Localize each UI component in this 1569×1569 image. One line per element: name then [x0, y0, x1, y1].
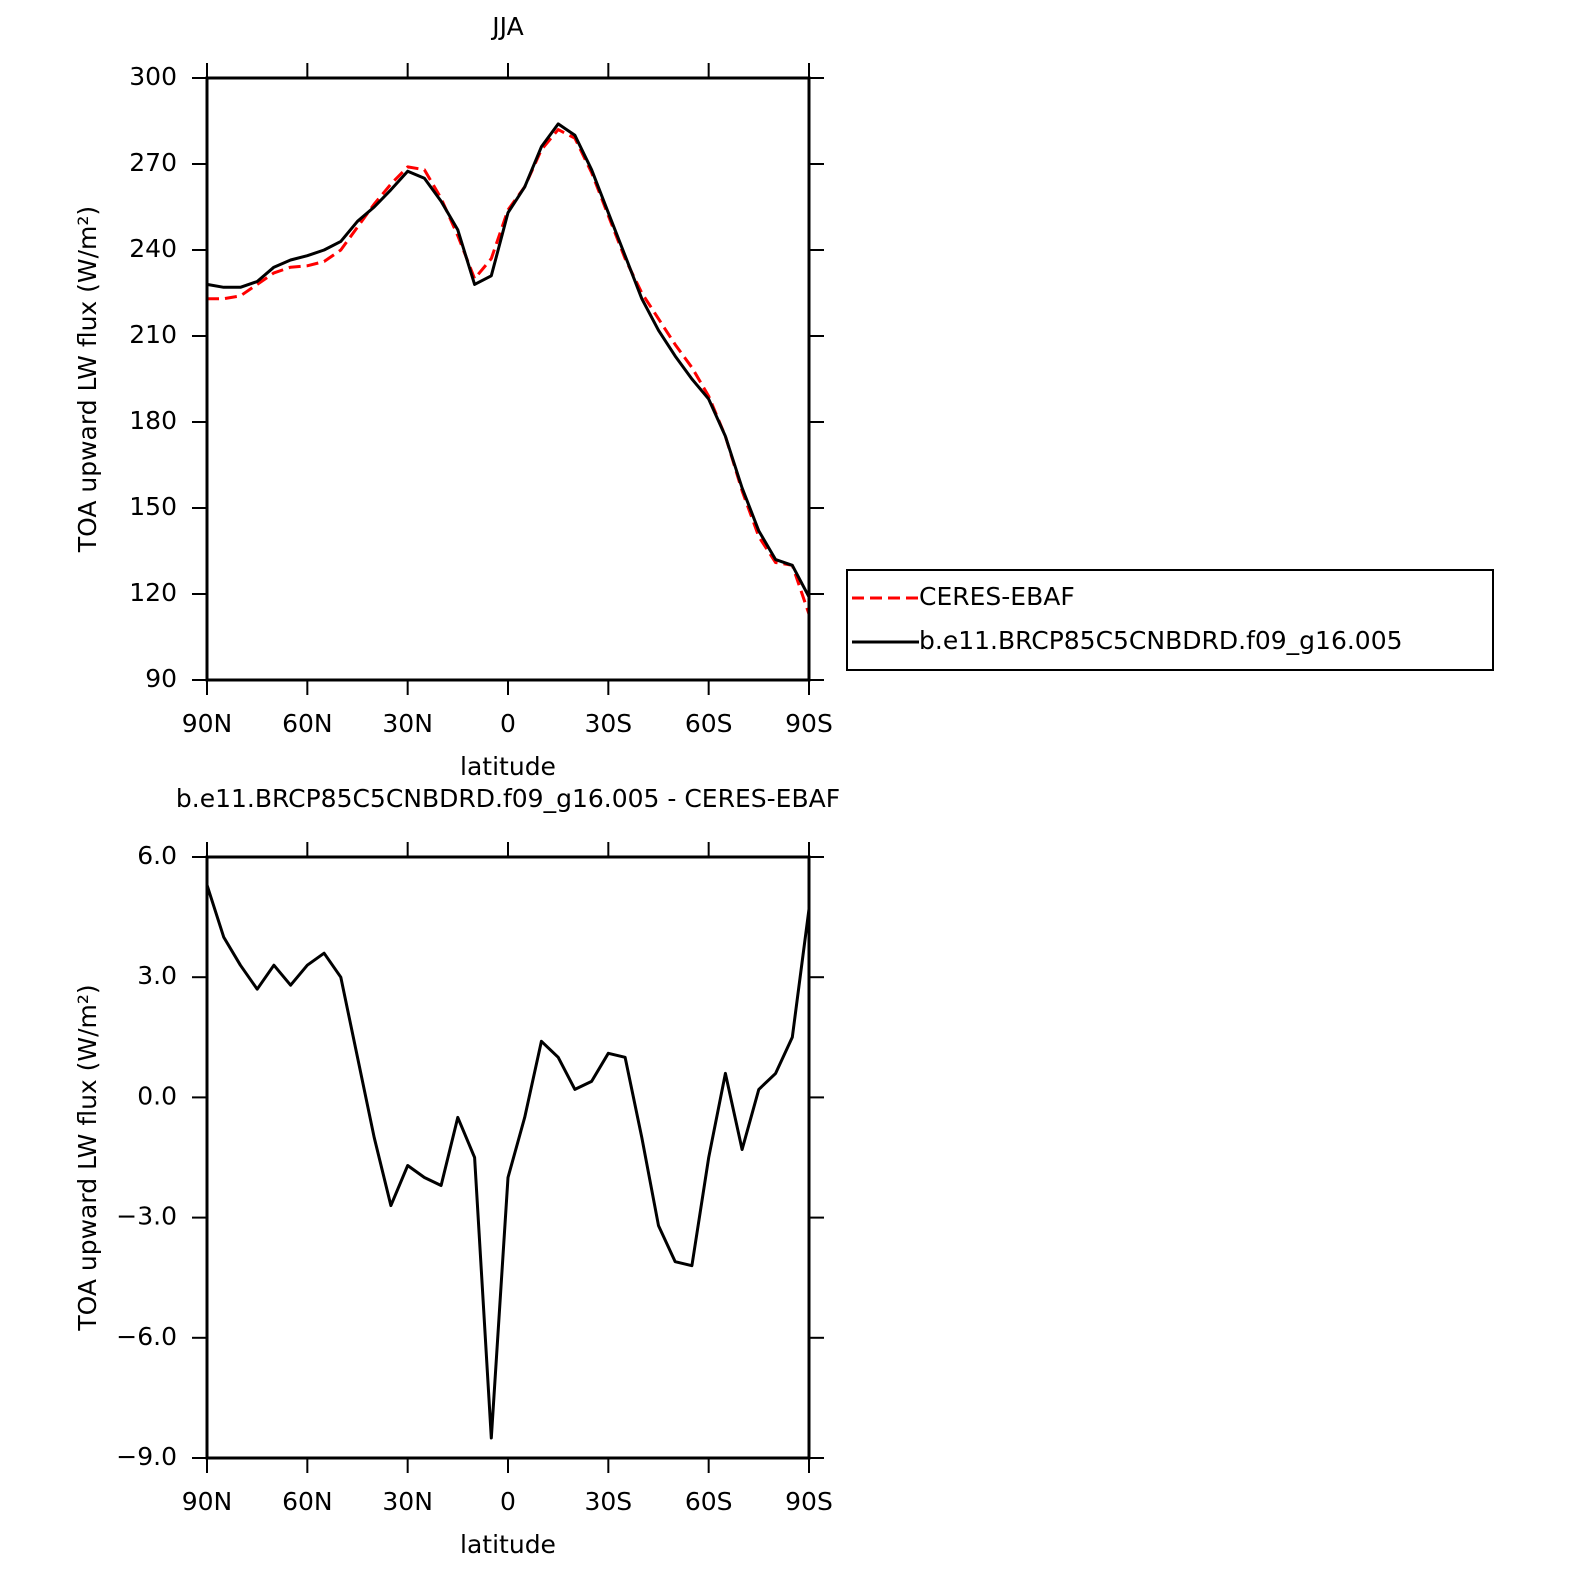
- legend-label: CERES-EBAF: [919, 582, 1075, 611]
- x-tick-label: 60N: [282, 1487, 333, 1516]
- x-tick-label: 0: [500, 709, 516, 738]
- x-tick-label: 30S: [584, 709, 632, 738]
- y-axis-label: TOA upward LW flux (W/m²): [73, 206, 102, 553]
- y-tick-label: −6.0: [116, 1322, 177, 1351]
- x-tick-label: 30N: [382, 1487, 433, 1516]
- x-tick-label: 30S: [584, 1487, 632, 1516]
- x-axis-label: latitude: [460, 752, 556, 781]
- x-tick-label: 90N: [182, 1487, 233, 1516]
- y-tick-label: −9.0: [116, 1442, 177, 1471]
- y-tick-label: 180: [129, 406, 177, 435]
- x-tick-label: 90S: [785, 709, 833, 738]
- y-tick-label: 240: [129, 234, 177, 263]
- x-tick-label: 90N: [182, 709, 233, 738]
- y-tick-label: 3.0: [137, 961, 177, 990]
- y-tick-label: 300: [129, 62, 177, 91]
- y-tick-label: −3.0: [116, 1202, 177, 1231]
- y-axis-label: TOA upward LW flux (W/m²): [73, 984, 102, 1331]
- x-tick-label: 90S: [785, 1487, 833, 1516]
- x-tick-label: 30N: [382, 709, 433, 738]
- data-line: [205, 884, 811, 1440]
- x-tick-label: 60N: [282, 709, 333, 738]
- x-tick-label: 60S: [685, 709, 733, 738]
- y-tick-label: 270: [129, 148, 177, 177]
- legend-box: [846, 569, 1494, 671]
- x-tick-label: 0: [500, 1487, 516, 1516]
- plot-frame: [205, 76, 811, 682]
- y-tick-label: 120: [129, 578, 177, 607]
- y-tick-label: 150: [129, 492, 177, 521]
- legend-label: b.e11.BRCP85C5CNBDRD.f09_g16.005: [919, 626, 1403, 655]
- x-tick-label: 60S: [685, 1487, 733, 1516]
- y-tick-label: 0.0: [137, 1081, 177, 1110]
- x-axis-label: latitude: [460, 1530, 556, 1559]
- data-line: [206, 122, 811, 598]
- y-tick-label: 210: [129, 320, 177, 349]
- data-line: [207, 128, 811, 615]
- y-tick-label: 90: [145, 664, 177, 693]
- plot-frame: [205, 855, 811, 1460]
- chart-title: JJA: [490, 12, 523, 41]
- y-tick-label: 6.0: [137, 841, 177, 870]
- chart-title: b.e11.BRCP85C5CNBDRD.f09_g16.005 - CERES…: [176, 784, 840, 813]
